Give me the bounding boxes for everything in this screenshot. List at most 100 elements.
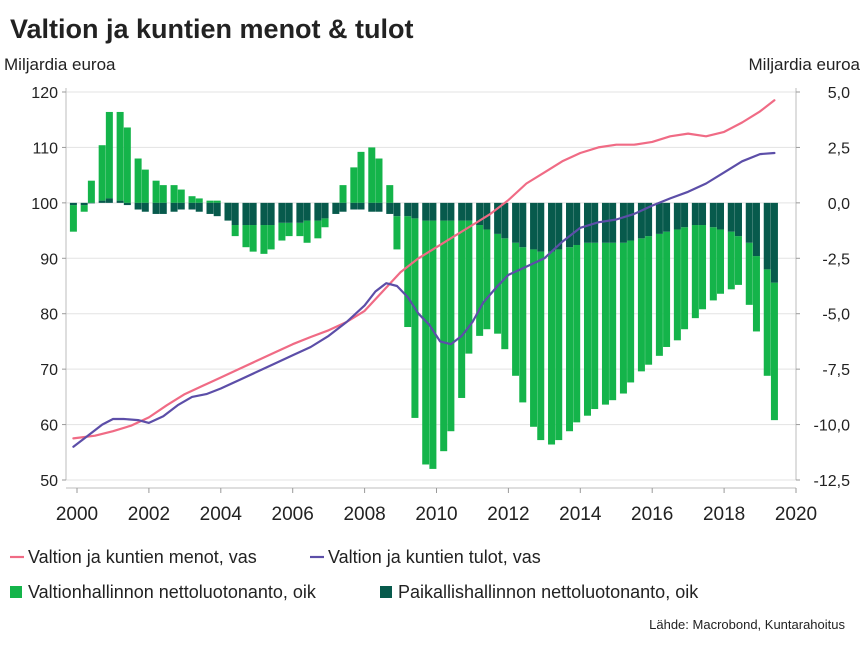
central-bar (368, 147, 376, 203)
central-bar (195, 198, 203, 203)
central-bar (663, 231, 671, 347)
local-bar (321, 202, 329, 219)
legend: Valtion ja kuntien menot, vas Valtion ja … (10, 547, 699, 602)
local-bar (368, 202, 376, 212)
central-bar (260, 225, 268, 254)
local-bar (339, 202, 347, 212)
central-bar (681, 227, 689, 330)
local-bar (548, 202, 556, 252)
local-bar (727, 202, 735, 232)
central-bar (734, 236, 742, 285)
central-bar (411, 218, 419, 418)
local-bar (87, 202, 95, 204)
central-bar (440, 220, 448, 452)
local-bar (224, 202, 232, 221)
local-bar (123, 202, 131, 206)
local-bar (260, 202, 268, 226)
central-bar (627, 240, 635, 383)
local-bar (141, 202, 149, 212)
local-government-bars (69, 198, 778, 283)
local-bar (393, 202, 401, 217)
right-tick-label: -2,5 (822, 251, 850, 268)
central-bar (303, 220, 311, 243)
local-bar (519, 202, 527, 248)
x-tick-label: 2018 (703, 504, 745, 525)
central-bar (429, 220, 437, 469)
central-bar (555, 249, 563, 441)
local-bar (375, 202, 383, 212)
local-bar (69, 202, 77, 206)
central-government-bars (69, 111, 778, 469)
central-bar (458, 220, 466, 398)
local-bar (763, 202, 771, 270)
central-bar (123, 127, 131, 203)
x-tick-label: 2002 (128, 504, 170, 525)
local-bar (447, 202, 455, 221)
central-bar (321, 218, 329, 228)
local-bar (530, 202, 538, 250)
legend-label: Valtionhallinnon nettoluotonanto, oik (28, 582, 317, 602)
left-tick-label: 50 (40, 473, 58, 490)
central-bar (691, 225, 699, 319)
right-tick-label: -10,0 (814, 418, 851, 435)
local-bar (609, 202, 617, 243)
x-tick-label: 2008 (343, 504, 385, 525)
local-bar (709, 202, 717, 228)
central-bar (80, 205, 88, 212)
local-bar (134, 202, 142, 210)
right-tick-label: 5,0 (828, 85, 850, 102)
local-bar (663, 202, 671, 232)
local-bar (422, 202, 430, 221)
source-note: Lähde: Macrobond, Kuntarahoitus (649, 617, 845, 632)
right-tick-label: 0,0 (828, 196, 850, 213)
local-bar (303, 202, 311, 221)
central-bar (583, 242, 591, 416)
local-bar (285, 202, 293, 223)
line-series (72, 99, 776, 448)
central-bar (134, 158, 142, 203)
local-bar (404, 202, 412, 217)
legend-box-swatch (10, 586, 22, 598)
x-tick-label: 2000 (56, 504, 98, 525)
legend-label: Valtion ja kuntien menot, vas (28, 547, 257, 567)
revenue-line (72, 151, 776, 448)
central-bar (393, 216, 401, 250)
left-tick-label: 90 (40, 251, 58, 268)
local-bar (566, 202, 574, 248)
central-bar (267, 225, 275, 250)
local-bar (98, 200, 106, 203)
local-bar (411, 202, 419, 219)
left-tick-label: 70 (40, 362, 58, 379)
central-bar (357, 151, 365, 203)
local-bar (195, 202, 203, 212)
legend-label: Paikallishallinnon nettoluotonanto, oik (398, 582, 699, 602)
central-bar (350, 167, 358, 203)
local-bar (116, 200, 124, 203)
local-bar (267, 202, 275, 226)
central-bar (745, 242, 753, 305)
central-bar (709, 227, 717, 301)
local-bar (458, 202, 466, 221)
local-bar (440, 202, 448, 221)
local-bar (465, 202, 473, 221)
x-tick-label: 2010 (415, 504, 457, 525)
central-bar (548, 251, 556, 445)
local-bar (386, 202, 394, 214)
central-bar (159, 185, 167, 203)
local-bar (296, 202, 304, 223)
central-bar (375, 158, 383, 203)
local-bar (501, 202, 509, 239)
local-bar (645, 202, 653, 237)
local-bar (601, 202, 609, 243)
central-bar (285, 222, 293, 237)
local-bar (691, 202, 699, 226)
local-bar (249, 202, 257, 226)
local-bar (80, 202, 88, 206)
local-bar (159, 202, 167, 214)
central-bar (242, 225, 250, 248)
x-axis-ticks: 2000 2002 2004 2006 2008 2010 2012 2014 2016 2018… (56, 488, 817, 525)
local-bar (770, 202, 778, 283)
central-bar (501, 238, 509, 350)
x-tick-label: 2014 (559, 504, 602, 525)
local-bar (429, 202, 437, 221)
